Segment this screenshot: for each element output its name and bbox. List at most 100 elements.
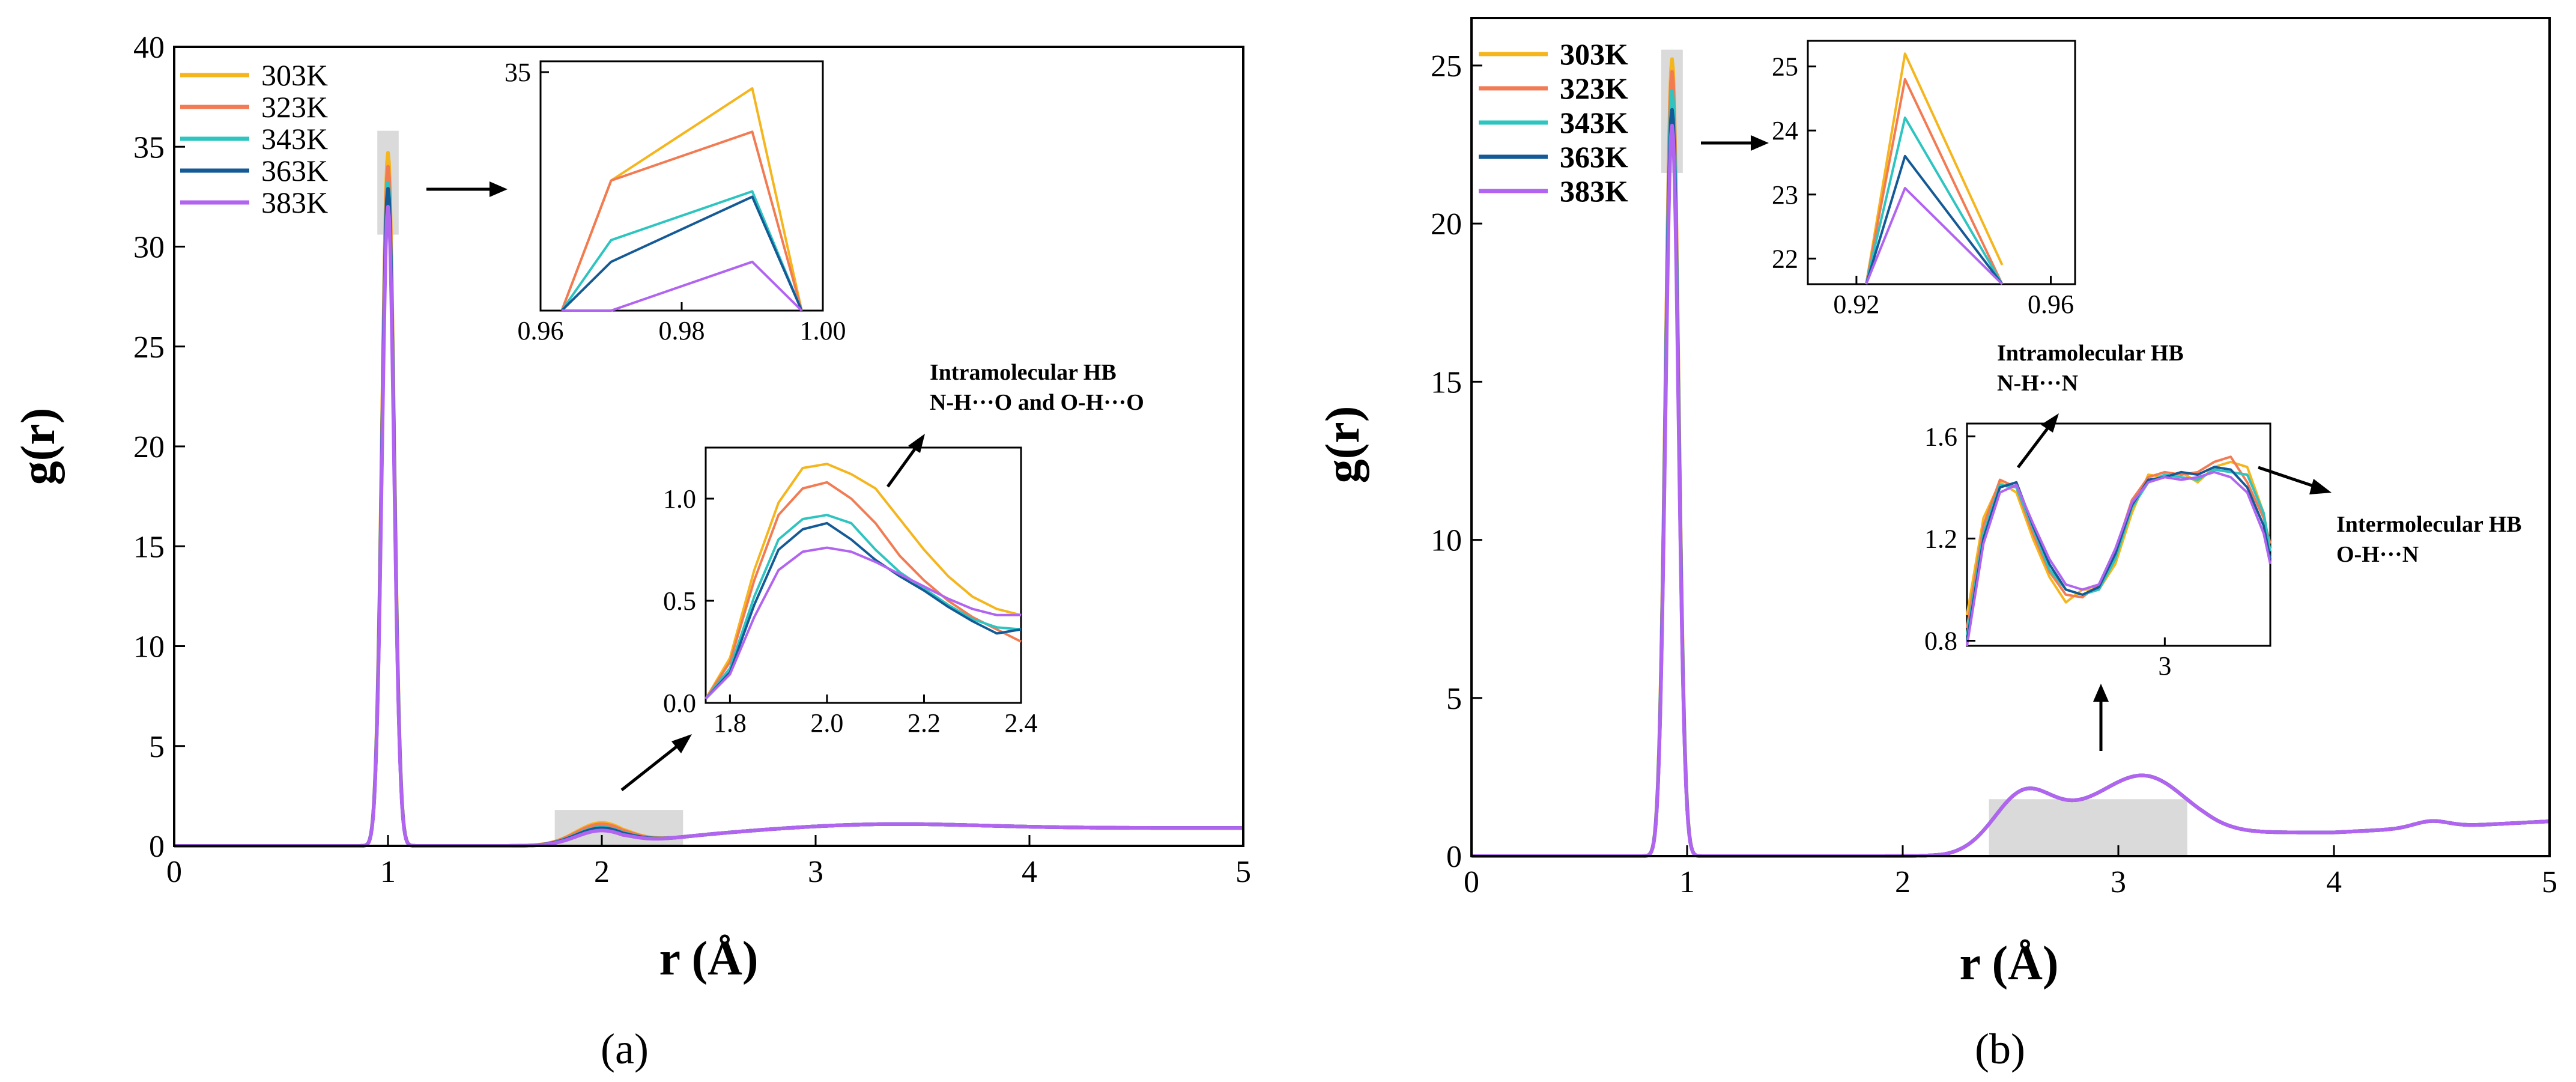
a-legend-label-323K: 323K [261,90,328,124]
a-legend-label-303K: 303K [261,58,328,92]
a-inset-peak: 0.96 0.98 1.00 35 [505,58,846,345]
b-legend-label-323K: 323K [1560,71,1628,105]
a-curve-323K [173,165,1244,848]
0-y-tick-label: 10 [133,630,165,664]
b-highlight-1 [1989,799,2187,856]
4-y-tick-label: 23 [1772,180,1798,210]
3-x-tick-label: 3 [2111,865,2126,899]
3-y-tick-label: 20 [1431,207,1462,242]
3-x-tick-label: 1 [1679,865,1695,899]
b-curve-303K [1470,57,2551,858]
b-intra-annotation-line2: N-H···N [1997,371,2078,396]
b-arrow-to-intra-annotation [2017,413,2059,469]
a-inset-peak-curve-383K [562,260,803,312]
b-inset-hb: 3 0.8 1.2 1.6 [1924,422,2271,681]
a-inset-peak-curve-323K [560,130,803,311]
0-y-tick-label: 15 [133,530,165,564]
2-x-tick-label: 2.2 [908,708,941,738]
b-arrow-to-hb-inset [2093,684,2109,751]
a-y-axis-label: g(r) [12,408,65,485]
3-y-tick-label: 5 [1446,682,1462,716]
b-curve-323K [1470,70,2551,858]
0-y-tick-label: 5 [149,730,165,764]
3-y-tick-label: 0 [1446,840,1462,874]
a-legend-label-383K: 383K [261,186,328,219]
b-inset-peak: 0.92 0.96 22 23 24 25 [1772,40,2076,319]
b-legend-label-383K: 383K [1560,174,1628,208]
a-inset-hb: 1.8 2.0 2.2 2.4 0.0 0.5 1.0 [663,446,1038,738]
0-y-tick-label: 30 [133,231,165,265]
4-x-tick-label: 0.96 [2028,290,2074,319]
b-plot-frame [1470,17,2551,857]
b-inset-hb-curve-383K [1966,470,2271,646]
2-x-tick-label: 1.8 [714,708,747,738]
b-legend-label-303K: 303K [1560,37,1628,71]
1-x-tick-label: 0.98 [659,316,705,345]
a-arrow-to-annotation [886,434,925,488]
b-legend-label-363K: 363K [1560,140,1628,174]
0-y-tick-label: 20 [133,430,165,464]
1-y-tick-label: 35 [505,58,531,87]
4-y-tick-label: 25 [1772,52,1798,82]
a-inset-peak-curve-343K [560,190,803,312]
2-y-tick-label: 0.5 [663,586,696,616]
b-inter-annotation-line2: O-H···N [2336,542,2419,567]
2-x-tick-label: 2.0 [810,708,843,738]
0-x-tick-label: 5 [1235,855,1251,889]
5-y-tick-label: 1.2 [1924,524,1957,553]
0-y-tick-label: 0 [149,830,165,864]
a-inset-hb-curve-343K [705,514,1022,700]
3-y-tick-label: 15 [1431,365,1462,400]
3-x-tick-label: 5 [2542,865,2557,899]
a-highlight-regions [377,130,683,846]
a-caption: (a) [601,1025,649,1073]
a-curve-383K [173,205,1244,848]
a-curve-363K [173,187,1244,848]
b-inter-annotation-line1: Intermolecular HB [2336,512,2522,537]
b-curves [1470,57,2551,858]
2-y-tick-label: 0.0 [663,688,696,718]
0-x-tick-label: 2 [594,855,610,889]
b-curve-383K [1470,124,2551,858]
0-x-tick-label: 3 [808,855,823,889]
a-legend-label-343K: 343K [261,122,328,156]
a-inset-hb-curve-323K [705,481,1022,700]
a-curve-343K [173,181,1244,848]
a-inset-peak-curve-363K [560,195,803,312]
a-annotation-line2: N-H···O and O-H···O [930,390,1144,415]
b-inset-hb-curve-343K [1966,468,2271,636]
a-inset-hb-curve-363K [705,521,1022,700]
a-inset-hb-curve-303K [705,463,1022,700]
5-y-tick-label: 0.8 [1924,626,1957,655]
a-inset-hb-curve-383K [705,546,1021,700]
4-x-tick-label: 0.92 [1833,290,1879,319]
0-x-tick-label: 0 [166,855,182,889]
a-axis-ticks: 0 1 2 3 4 5 0 5 10 15 20 25 30 35 40 [133,31,1251,889]
3-y-tick-label: 10 [1431,524,1462,558]
b-arrow-to-inter-annotation [2258,466,2332,494]
0-y-tick-label: 40 [133,31,165,65]
5-x-tick-label: 3 [2158,651,2171,681]
b-inset-peak-curve-383K [1865,187,2004,285]
0-x-tick-label: 1 [380,855,396,889]
b-highlight-regions [1661,49,2187,856]
2-y-tick-label: 1.0 [663,484,696,514]
3-y-tick-label: 25 [1431,49,1462,84]
5-y-tick-label: 1.6 [1924,422,1957,451]
0-x-tick-label: 4 [1022,855,1037,889]
b-inset-hb-frame [1966,422,2271,647]
b-caption: (b) [1975,1025,2025,1073]
a-inset-hb-frame [705,446,1022,704]
b-inset-peak-curve-323K [1865,78,2004,285]
3-x-tick-label: 4 [2326,865,2342,899]
0-y-tick-label: 35 [133,130,165,165]
a-plot-frame [173,46,1244,847]
a-legend-label-363K: 363K [261,154,328,187]
a-arrow-to-hb-inset [620,734,692,791]
1-x-tick-label: 1.00 [800,316,846,345]
a-annotation-line1: Intramolecular HB [930,360,1117,385]
a-inset-peak-curve-303K [560,87,803,311]
